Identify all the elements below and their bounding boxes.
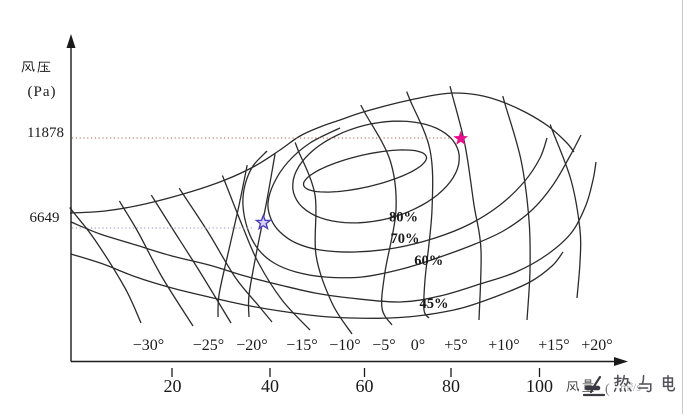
svg-text:−20°: −20° (236, 337, 267, 354)
svg-text:11878: 11878 (27, 125, 64, 141)
svg-text:(: ( (605, 382, 610, 397)
svg-text:+20°: +20° (581, 337, 612, 354)
svg-text:45%: 45% (420, 296, 449, 312)
svg-text:40: 40 (261, 376, 279, 396)
svg-text:60%: 60% (414, 253, 443, 269)
svg-text:80%: 80% (389, 210, 418, 226)
svg-text:20: 20 (164, 376, 182, 396)
svg-text:+5°: +5° (444, 337, 467, 354)
svg-text:60: 60 (356, 376, 374, 396)
svg-text:100: 100 (526, 376, 553, 396)
svg-text:+10°: +10° (488, 337, 519, 354)
svg-text:−5°: −5° (372, 337, 395, 354)
svg-text:70%: 70% (391, 231, 420, 247)
svg-text:−10°: −10° (329, 337, 360, 354)
svg-text:−30°: −30° (133, 337, 164, 354)
svg-text:−25°: −25° (193, 337, 224, 354)
svg-text:−15°: −15° (286, 337, 317, 354)
svg-text:6649: 6649 (30, 210, 60, 226)
svg-text:80: 80 (442, 376, 460, 396)
svg-text:(Pa): (Pa) (28, 84, 57, 100)
svg-text:0°: 0° (411, 337, 425, 354)
svg-text:+15°: +15° (538, 337, 569, 354)
